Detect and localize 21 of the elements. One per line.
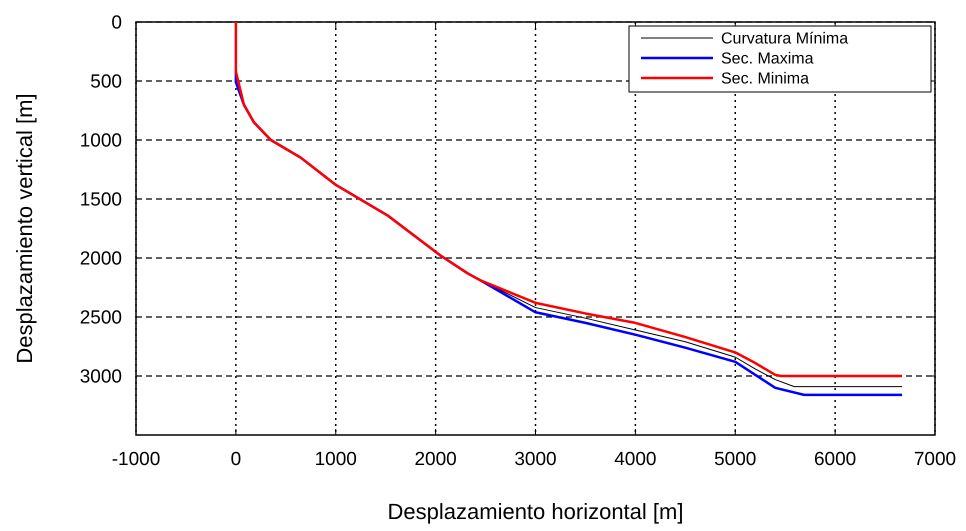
legend-label: Sec. Maxima xyxy=(721,50,814,68)
legend-label: Sec. Minima xyxy=(721,70,810,88)
x-tick-label: 3000 xyxy=(514,449,557,470)
y-tick-label: 500 xyxy=(90,72,122,93)
x-tick-label: 0 xyxy=(230,449,242,470)
legend-label: Curvatura Mínima xyxy=(721,30,848,48)
x-tick-label: 7000 xyxy=(914,449,956,470)
y-tick-label: 0 xyxy=(111,12,122,34)
y-tick-label: 1500 xyxy=(80,190,122,211)
x-tick-label: -1000 xyxy=(112,449,160,470)
x-tick-label: 6000 xyxy=(814,449,856,470)
x-tick-label: 4000 xyxy=(614,449,657,470)
x-tick-label: 2000 xyxy=(414,449,457,470)
y-tick-label: 2000 xyxy=(80,248,122,270)
x-tick-label: 1000 xyxy=(314,449,357,470)
y-tick-label: 2500 xyxy=(80,308,122,329)
y-tick-label: 1000 xyxy=(80,130,122,152)
y-tick-label: 3000 xyxy=(80,366,122,388)
x-axis-title: Desplazamiento horizontal [m] xyxy=(388,499,684,524)
y-axis-title: Desplazamiento vertical [m] xyxy=(12,93,37,364)
x-tick-label: 5000 xyxy=(714,449,756,470)
